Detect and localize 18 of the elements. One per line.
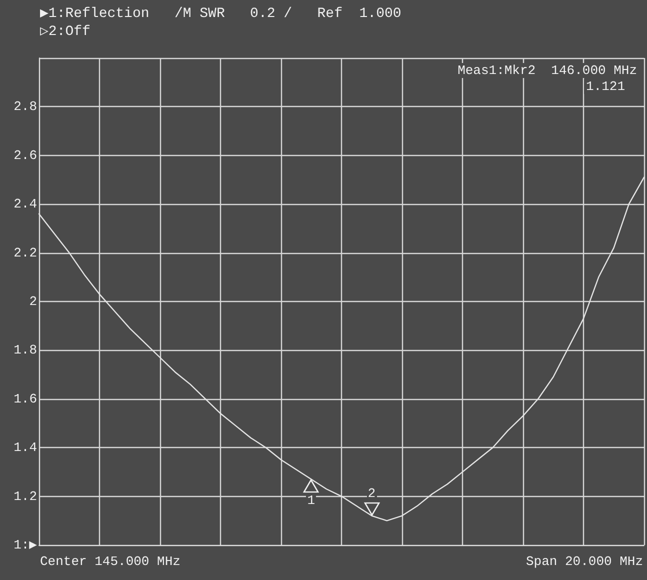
y-tick-label: 1.4 bbox=[14, 440, 38, 456]
y-tick-label: 1.8 bbox=[14, 342, 37, 358]
chart-subtitle: ▷2:Off bbox=[40, 24, 90, 40]
annotation: Meas1:Mkr2 146.000 MHz bbox=[458, 63, 638, 78]
text: Center 145.000 MHz bbox=[40, 554, 180, 569]
y-tick-label: 2.2 bbox=[14, 245, 37, 260]
y-tick-label: 1.6 bbox=[14, 391, 37, 406]
y-tick-label: 2 bbox=[29, 294, 37, 309]
y-tick-label: 2.6 bbox=[14, 148, 37, 163]
y-tick-label: 2.8 bbox=[14, 99, 37, 114]
y-tick-label: 2.4 bbox=[14, 196, 38, 212]
chart-title: ▶1:Reflection /M SWR 0.2 / Ref 1.000 bbox=[40, 6, 402, 22]
annotation: 1 bbox=[306, 493, 316, 508]
annotation: 1.121 bbox=[586, 79, 626, 94]
y-tick-label: 1:▶ bbox=[14, 538, 38, 552]
annotation: 2 bbox=[366, 486, 377, 501]
y-tick-label: 1.2 bbox=[14, 488, 37, 504]
text: Span 20.000 MHz bbox=[526, 554, 644, 569]
